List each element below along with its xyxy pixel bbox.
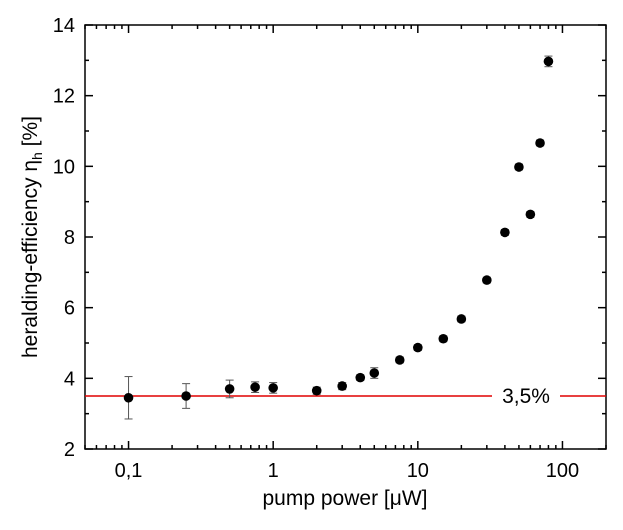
data-point: [482, 275, 492, 285]
y-axis-title-main: heralding-efficiency η: [19, 160, 42, 358]
data-point: [355, 372, 366, 383]
y-tick-label: 10: [53, 156, 75, 178]
data-point: [456, 314, 467, 324]
data-point: [311, 385, 322, 396]
data-point: [525, 209, 536, 220]
y-axis-title-unit: [%]: [19, 116, 42, 152]
y-tick-label: 4: [64, 368, 75, 390]
data-points: [123, 55, 554, 420]
data-point: [224, 384, 235, 394]
reference-line-group: 3,5%: [85, 385, 606, 408]
x-tick-label: 100: [546, 460, 579, 482]
data-point: [123, 392, 134, 403]
data-point: [268, 383, 278, 393]
data-point: [369, 368, 380, 378]
data-point: [535, 138, 545, 148]
data-point: [543, 56, 554, 67]
data-point: [413, 342, 423, 353]
data-point: [181, 391, 191, 401]
data-point: [250, 382, 260, 392]
data-point: [337, 381, 347, 391]
y-axis-title: heralding-efficiency ηh [%]: [19, 116, 45, 358]
x-tick-label: 0,1: [115, 460, 143, 482]
y-tick-label: 2: [64, 439, 75, 461]
y-axis-title-subscript: h: [29, 152, 45, 160]
reference-line-label: 3,5%: [502, 385, 550, 408]
y-axis-ticks: 2 4 6 8 10 12 14: [53, 15, 606, 461]
y-tick-label: 12: [53, 86, 75, 108]
x-axis-title: pump power [μW]: [263, 487, 428, 510]
x-tick-label: 1: [268, 460, 279, 482]
data-point: [514, 162, 524, 172]
y-tick-label: 6: [64, 298, 75, 320]
data-point: [394, 355, 405, 365]
data-point: [438, 333, 449, 344]
data-point: [500, 227, 510, 238]
y-tick-label: 14: [53, 15, 75, 37]
y-tick-label: 8: [64, 227, 75, 249]
x-axis-ticks: 0,1 1 10 100: [84, 25, 607, 482]
x-tick-label: 10: [407, 460, 429, 482]
